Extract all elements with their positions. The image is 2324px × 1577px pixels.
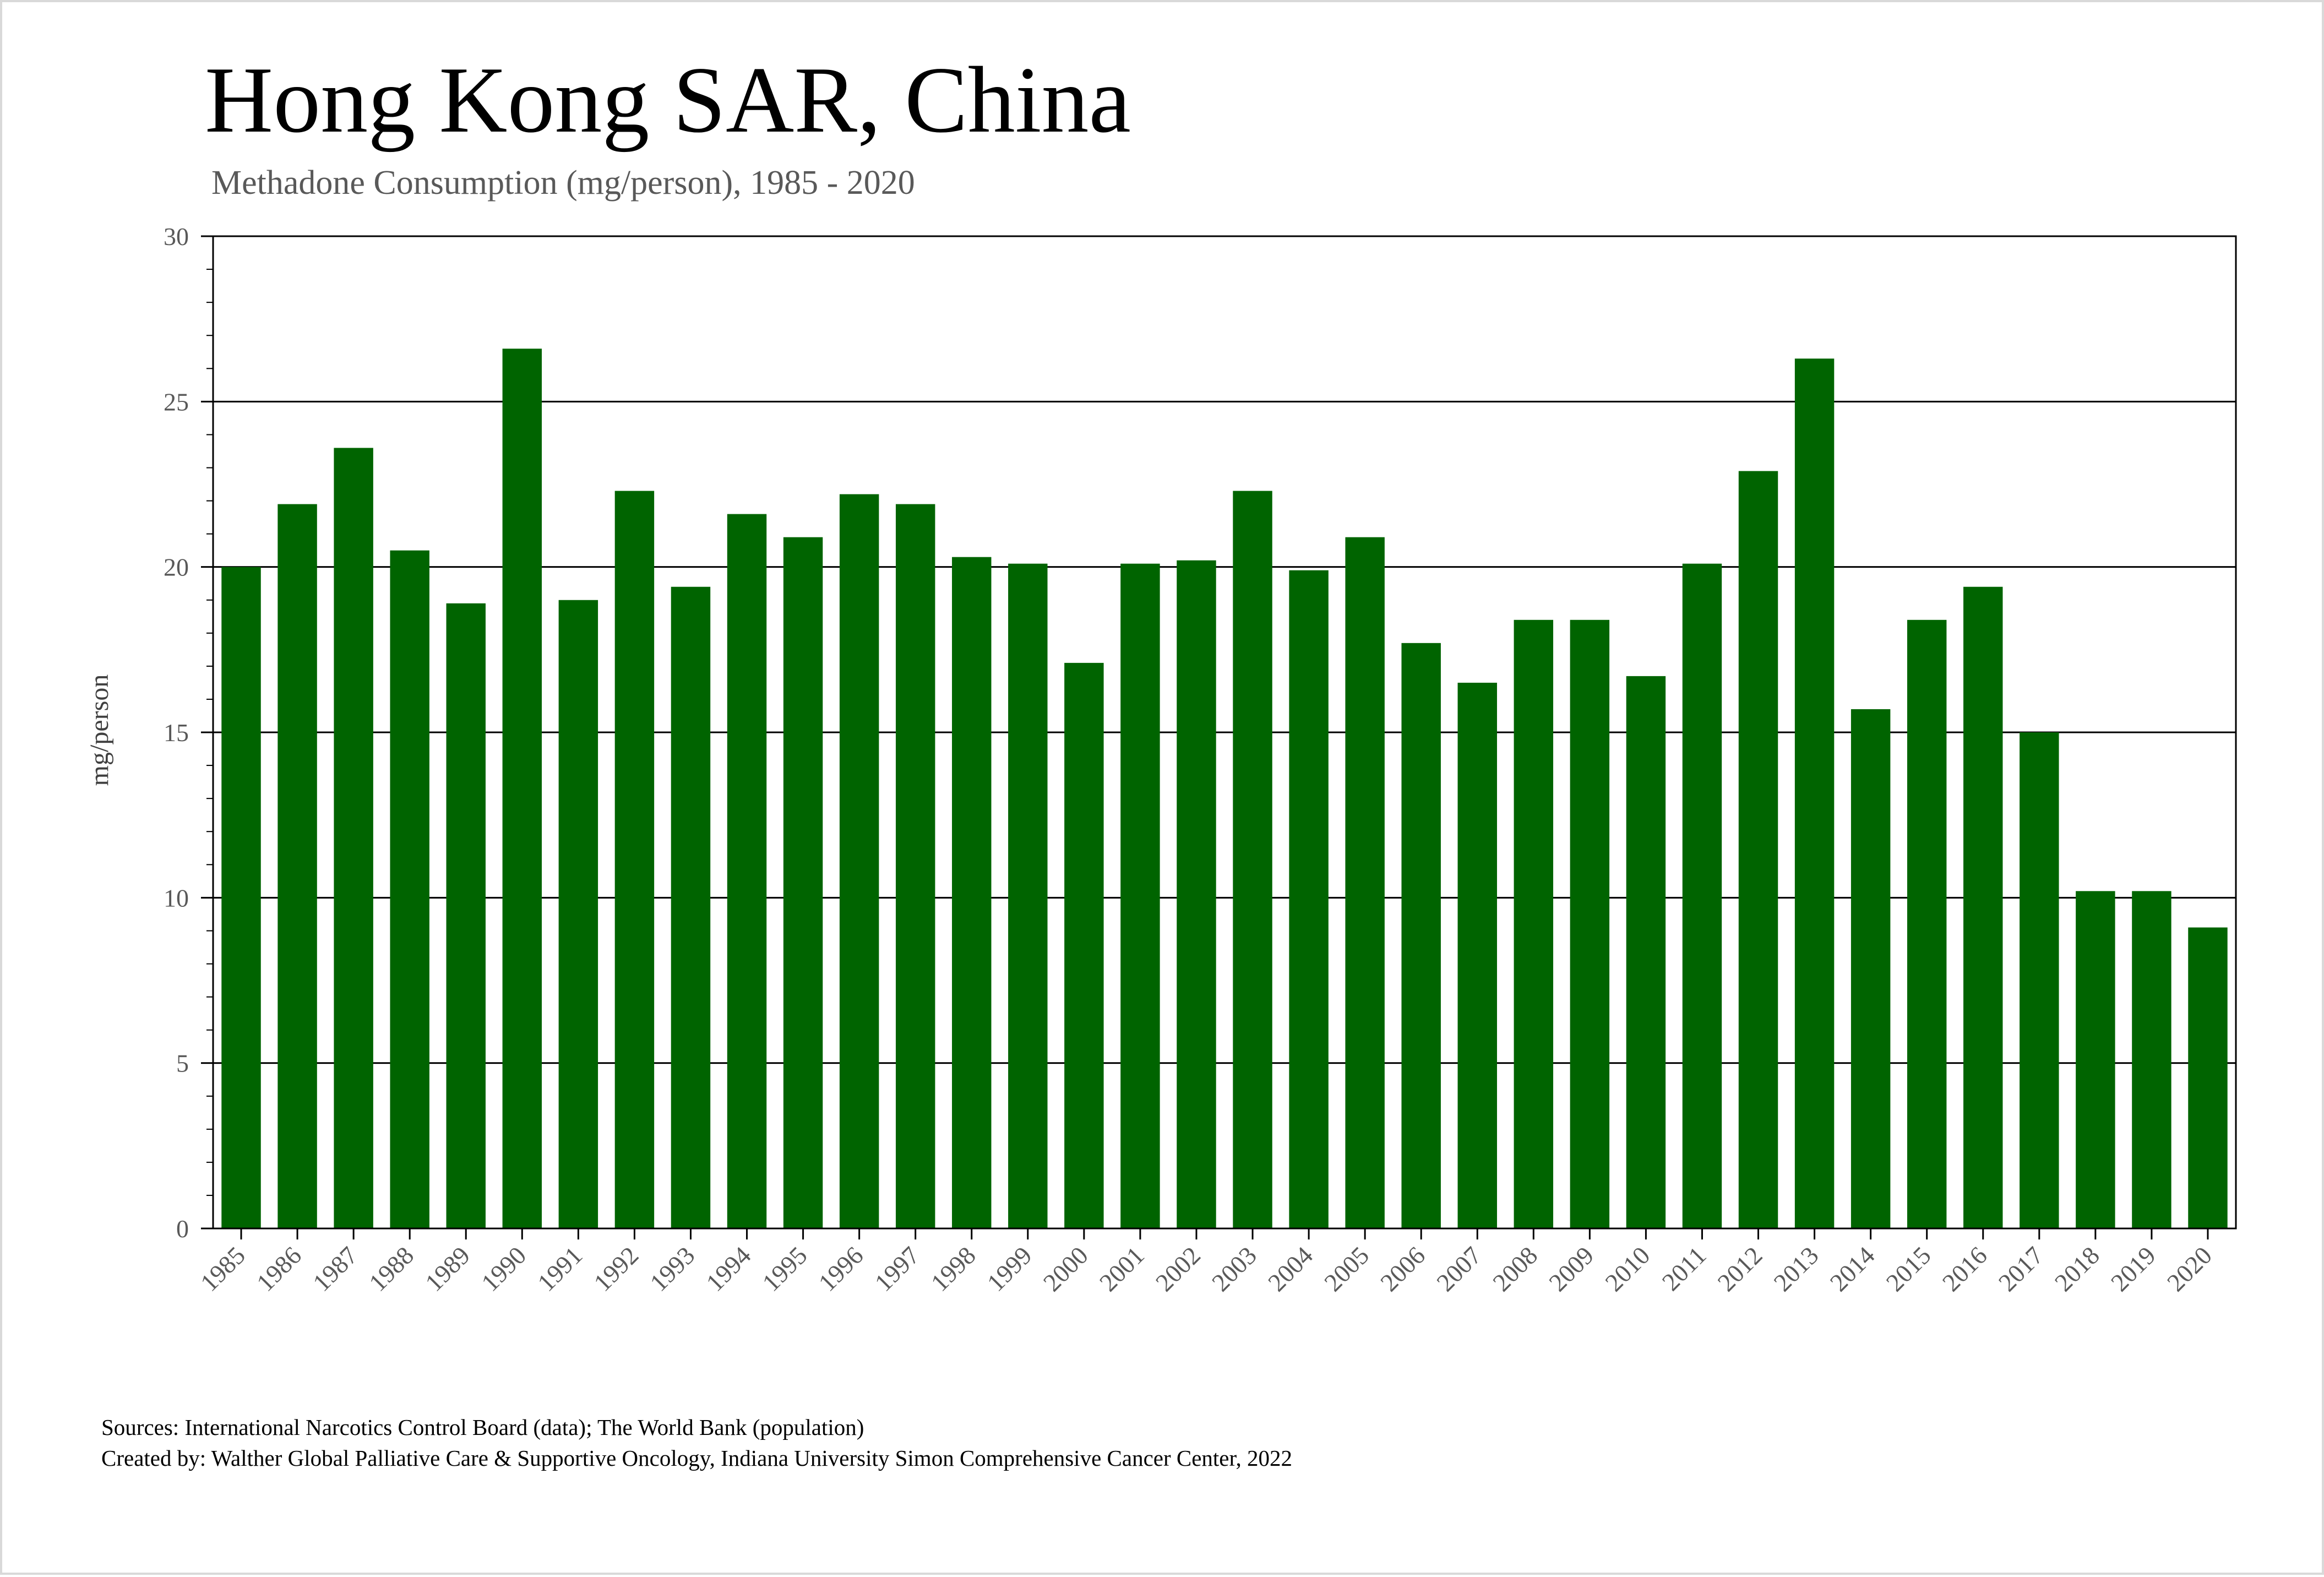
x-tick-label-2018: 2018 (2049, 1241, 2105, 1297)
bar-1986 (277, 504, 317, 1228)
y-tick-label-0: 0 (176, 1215, 189, 1243)
x-tick-label-1995: 1995 (757, 1241, 813, 1297)
x-tick-label-1991: 1991 (532, 1241, 587, 1297)
x-tick-labels: 1985 1986 1987 1988 1989 1990 1991 1992 1993 1994… (195, 1241, 2217, 1297)
y-tick-label-20: 20 (164, 553, 189, 581)
bar-1994 (727, 514, 767, 1228)
x-tick-label-2016: 2016 (1937, 1241, 1993, 1297)
bar-2011 (1682, 563, 1722, 1229)
bar-2001 (1120, 563, 1160, 1229)
x-tick-label-2003: 2003 (1206, 1241, 1262, 1297)
x-tick-label-2000: 2000 (1038, 1241, 1093, 1297)
x-tick-label-1987: 1987 (307, 1241, 363, 1297)
x-tick-label-2017: 2017 (1993, 1241, 2049, 1297)
source-note: Sources: International Narcotics Control… (101, 1415, 864, 1440)
x-tick-label-1998: 1998 (926, 1241, 981, 1297)
x-tick-label-2013: 2013 (1768, 1241, 1824, 1297)
bar-2005 (1345, 537, 1385, 1228)
x-tick-label-2012: 2012 (1712, 1241, 1767, 1297)
bar-2012 (1738, 471, 1778, 1228)
x-tick-label-2002: 2002 (1150, 1241, 1206, 1297)
bar-1996 (839, 494, 879, 1228)
bar-2015 (1907, 619, 1947, 1228)
bar-1985 (221, 567, 261, 1228)
x-tick-label-2009: 2009 (1543, 1241, 1599, 1297)
x-tick-label-2020: 2020 (2162, 1241, 2217, 1297)
y-tick-label-10: 10 (164, 884, 189, 912)
x-tick-label-2019: 2019 (2105, 1241, 2161, 1297)
bars (221, 349, 2228, 1229)
x-tick-label-2007: 2007 (1431, 1241, 1487, 1297)
chart-title: Hong Kong SAR, China (205, 48, 1131, 153)
x-tick-label-2004: 2004 (1262, 1241, 1318, 1297)
credit-note: Created by: Walther Global Palliative Ca… (101, 1445, 1292, 1471)
chart-subtitle: Methadone Consumption (mg/person), 1985 … (211, 164, 915, 202)
y-tick-label-30: 30 (164, 222, 189, 251)
bar-2004 (1289, 570, 1329, 1228)
y-tick-labels: 0 5 10 15 20 25 30 (164, 222, 189, 1243)
x-tick-label-2006: 2006 (1375, 1241, 1430, 1297)
bar-2009 (1570, 619, 1610, 1228)
x-tick-label-2010: 2010 (1599, 1241, 1655, 1297)
x-tick-label-1989: 1989 (420, 1241, 475, 1297)
y-tick-label-25: 25 (164, 388, 189, 416)
y-tick-label-15: 15 (164, 719, 189, 747)
bar-2006 (1401, 643, 1441, 1228)
x-tick-label-1988: 1988 (363, 1241, 419, 1297)
axes (201, 235, 2237, 1239)
bar-2016 (1963, 586, 2003, 1228)
bar-2000 (1064, 662, 1104, 1228)
bar-2018 (2076, 891, 2115, 1228)
bar-2014 (1851, 709, 1891, 1228)
y-axis-label: mg/person (85, 675, 114, 786)
bar-2008 (1514, 619, 1554, 1228)
bar-2007 (1457, 682, 1497, 1228)
bar-2017 (2020, 732, 2059, 1228)
x-tick-label-1985: 1985 (195, 1241, 251, 1297)
bar-1990 (502, 349, 542, 1228)
bar-2020 (2188, 927, 2228, 1228)
bar-1989 (446, 603, 486, 1228)
x-tick-label-1997: 1997 (869, 1241, 925, 1297)
x-tick-label-1994: 1994 (700, 1241, 756, 1297)
bar-2003 (1233, 491, 1272, 1228)
y-tick-label-5: 5 (176, 1049, 189, 1078)
bar-1999 (1008, 563, 1048, 1229)
bar-1995 (783, 537, 823, 1228)
bar-1987 (334, 448, 373, 1228)
x-tick-label-2001: 2001 (1094, 1241, 1150, 1297)
x-tick-label-1990: 1990 (476, 1241, 531, 1297)
x-tick-label-2015: 2015 (1881, 1241, 1936, 1297)
bar-2002 (1177, 560, 1216, 1228)
bar-2013 (1794, 358, 1835, 1229)
bar-1988 (390, 550, 429, 1229)
x-tick-label-2008: 2008 (1487, 1241, 1543, 1297)
x-tick-label-2014: 2014 (1825, 1241, 1880, 1297)
bar-1991 (558, 600, 598, 1228)
bar-1997 (895, 504, 935, 1228)
bar-2010 (1626, 676, 1666, 1228)
x-tick-label-1986: 1986 (251, 1241, 307, 1297)
x-tick-label-2005: 2005 (1319, 1241, 1374, 1297)
bar-1998 (952, 557, 992, 1228)
bar-2019 (2132, 891, 2171, 1228)
x-tick-label-2011: 2011 (1657, 1241, 1712, 1296)
bar-1993 (671, 586, 711, 1228)
bar-1992 (614, 491, 655, 1228)
x-tick-label-1993: 1993 (644, 1241, 700, 1297)
x-tick-label-1996: 1996 (813, 1241, 869, 1297)
x-tick-label-1992: 1992 (588, 1241, 644, 1297)
x-tick-label-1999: 1999 (982, 1241, 1037, 1297)
